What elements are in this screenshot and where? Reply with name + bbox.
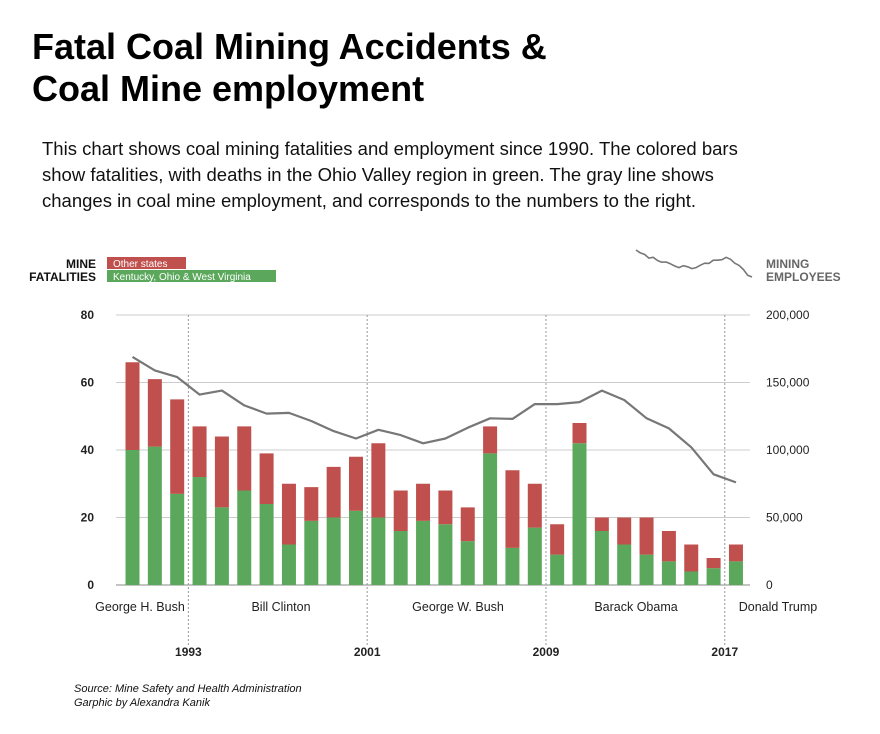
bar-other-states — [393, 490, 408, 531]
bar-ohio-valley — [326, 517, 341, 585]
bar-ohio-valley — [237, 490, 252, 585]
president-label: Donald Trump — [739, 600, 818, 614]
bar-other-states — [416, 483, 431, 521]
bar-ohio-valley — [393, 531, 408, 585]
bar-ohio-valley — [728, 561, 743, 585]
y2-tick-label: 200,000 — [766, 308, 810, 322]
bar-ohio-valley — [460, 541, 475, 585]
y2-tick-label: 150,000 — [766, 376, 810, 390]
y-tick-label: 40 — [81, 443, 95, 457]
president-label: George H. Bush — [95, 600, 185, 614]
description-line-1: This chart shows coal mining fatalities … — [42, 138, 738, 159]
bar-other-states — [371, 443, 386, 518]
divider-year-label: 2017 — [711, 645, 738, 659]
y2-tick-label: 0 — [766, 578, 773, 592]
right-axis-label: MINING — [766, 257, 809, 271]
bar-ohio-valley — [639, 554, 654, 585]
legend-label-other-states: Other states — [113, 259, 167, 270]
bar-ohio-valley — [617, 544, 632, 585]
bar-ohio-valley — [147, 446, 162, 585]
bar-other-states — [706, 558, 721, 569]
left-axis-label: FATALITIES — [29, 270, 96, 284]
bar-other-states — [349, 456, 363, 511]
bar-ohio-valley — [594, 531, 609, 585]
bar-other-states — [125, 362, 140, 450]
legend-line-icon — [635, 249, 753, 278]
bar-other-states — [259, 453, 274, 504]
bar-other-states — [281, 483, 296, 545]
bar-other-states — [147, 379, 162, 447]
divider-year-label: 2009 — [533, 645, 560, 659]
bar-ohio-valley — [527, 527, 542, 585]
bar-other-states — [326, 466, 341, 518]
president-label: Bill Clinton — [251, 600, 310, 614]
bar-other-states — [438, 490, 453, 525]
chart-title: Fatal Coal Mining Accidents & Coal Mine … — [32, 26, 852, 110]
bar-other-states — [505, 470, 520, 548]
y2-tick-label: 50,000 — [766, 511, 803, 525]
bar-ohio-valley — [192, 477, 207, 585]
bar-other-states — [304, 487, 319, 521]
bar-other-states — [237, 426, 252, 491]
employment-line — [131, 355, 737, 484]
bar-other-states — [550, 524, 565, 555]
bar-other-states — [639, 517, 654, 555]
y-tick-label: 0 — [87, 578, 94, 592]
divider-year-label: 2001 — [354, 645, 381, 659]
bar-ohio-valley — [483, 453, 498, 585]
source-line: Source: Mine Safety and Health Administr… — [74, 683, 302, 695]
description-line-2: show fatalities, with deaths in the Ohio… — [42, 164, 714, 185]
bar-ohio-valley — [304, 520, 319, 585]
bar-ohio-valley — [170, 493, 185, 585]
divider-year-label: 1993 — [175, 645, 202, 659]
chart-description: This chart shows coal mining fatalities … — [42, 136, 842, 214]
bar-other-states — [192, 426, 207, 477]
bar-ohio-valley — [125, 450, 140, 585]
source-note: Source: Mine Safety and Health Administr… — [74, 682, 302, 710]
description-line-3: changes in coal mine employment, and cor… — [42, 190, 697, 211]
bar-ohio-valley — [259, 504, 274, 585]
president-label: George W. Bush — [412, 600, 504, 614]
title-line-1: Fatal Coal Mining Accidents & — [32, 26, 547, 67]
bar-other-states — [170, 399, 185, 494]
bar-other-states — [483, 426, 498, 454]
bar-other-states — [661, 531, 676, 562]
bar-other-states — [684, 544, 699, 572]
legend-swatch-other-states — [107, 257, 186, 269]
president-label: Barack Obama — [594, 600, 677, 614]
y-tick-label: 80 — [81, 308, 95, 322]
bar-other-states — [617, 517, 632, 545]
bar-ohio-valley — [214, 507, 229, 585]
left-axis-label: MINE — [66, 257, 96, 271]
bar-ohio-valley — [706, 568, 721, 585]
bar-ohio-valley — [416, 520, 431, 585]
right-axis-label: EMPLOYEES — [766, 270, 841, 284]
credit-line: Garphic by Alexandra Kanik — [74, 697, 210, 709]
bar-ohio-valley — [438, 524, 453, 585]
y2-tick-label: 100,000 — [766, 443, 810, 457]
bar-ohio-valley — [349, 510, 363, 585]
title-line-2: Coal Mine employment — [32, 68, 425, 109]
bar-other-states — [460, 507, 475, 542]
bar-ohio-valley — [505, 547, 520, 585]
bar-other-states — [572, 423, 587, 444]
bar-ohio-valley — [550, 554, 565, 585]
bar-other-states — [214, 436, 229, 508]
bar-ohio-valley — [684, 571, 699, 585]
bar-ohio-valley — [371, 517, 386, 585]
legend-label-ohio-valley: Kentucky, Ohio & West Virginia — [113, 272, 251, 283]
y-tick-label: 60 — [81, 376, 95, 390]
legend-swatch-ohio-valley — [107, 270, 276, 282]
bar-other-states — [527, 483, 542, 528]
bar-ohio-valley — [281, 544, 296, 585]
bar-other-states — [728, 544, 743, 562]
bar-ohio-valley — [572, 443, 587, 585]
bar-other-states — [594, 517, 609, 531]
y-tick-label: 20 — [81, 511, 95, 525]
bar-ohio-valley — [661, 561, 676, 585]
